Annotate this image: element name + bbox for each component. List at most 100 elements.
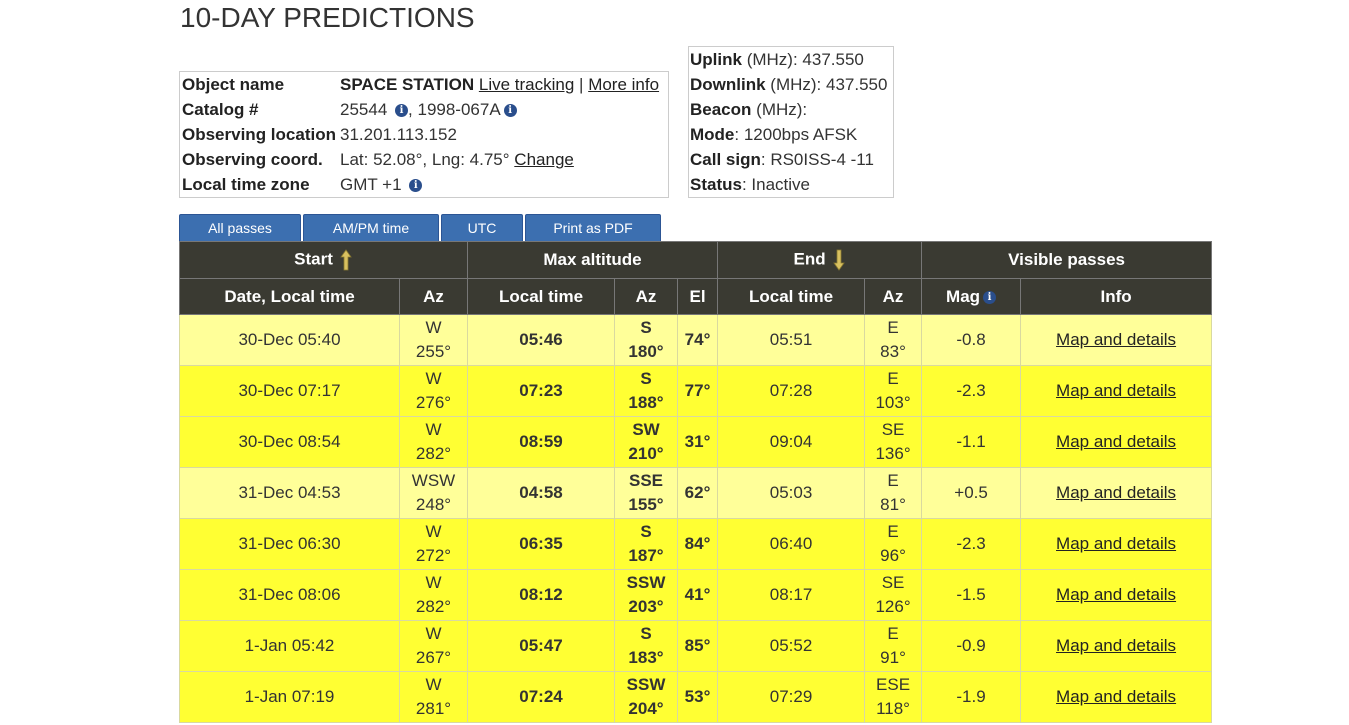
map-details-link[interactable]: Map and details [1056, 330, 1177, 349]
map-details-link[interactable]: Map and details [1056, 483, 1177, 502]
print-pdf-button[interactable]: Print as PDF [525, 214, 661, 242]
downlink-value: 437.550 [826, 75, 888, 94]
downlink-label: Downlink [690, 75, 766, 94]
max-direction: SSE [629, 471, 664, 490]
map-details-link[interactable]: Map and details [1056, 534, 1177, 553]
end-az: SE 126° [864, 569, 923, 621]
end-degrees: 91° [880, 648, 906, 667]
start-az: WSW 248° [398, 467, 469, 519]
object-info-box: Object name SPACE STATION Live tracking … [179, 71, 669, 198]
max-time: 05:47 [467, 620, 616, 672]
change-location-link[interactable]: Change [514, 150, 574, 169]
arrow-up-icon [340, 249, 352, 271]
start-datetime: 30-Dec 08:54 [179, 416, 400, 468]
live-tracking-link[interactable]: Live tracking [478, 75, 575, 94]
downlink-unit: (MHz): [770, 75, 822, 94]
max-direction: S [640, 522, 652, 541]
max-elevation: 85° [677, 620, 719, 672]
max-degrees: 203° [628, 597, 664, 616]
col-header-mag: Mag i [921, 278, 1022, 315]
max-degrees: 180° [628, 342, 664, 361]
page-title: 10-DAY PREDICTIONS [180, 2, 475, 33]
start-az: W 255° [398, 314, 469, 366]
start-degrees: 282° [415, 444, 452, 463]
end-direction: ESE [876, 675, 911, 694]
start-direction: W [425, 573, 442, 592]
map-details-link[interactable]: Map and details [1056, 636, 1177, 655]
end-time: 09:04 [717, 416, 866, 468]
col-header-info: Info [1020, 278, 1213, 315]
table-row: 30-Dec 07:17 W 276° 07:23 S 188° 77° 07:28 E 103°… [179, 365, 1213, 417]
max-az: S 183° [614, 620, 679, 672]
visible-passes-group-header: Visible passes [921, 241, 1213, 279]
uplink-label: Uplink [690, 50, 742, 69]
info-icon[interactable]: i [409, 179, 423, 193]
info-cell: Map and details [1020, 467, 1213, 519]
map-details-link[interactable]: Map and details [1056, 687, 1177, 706]
timezone-value: GMT +1 [340, 175, 402, 194]
end-direction: E [887, 318, 899, 337]
end-direction: SE [881, 573, 905, 592]
end-direction: SE [881, 420, 905, 439]
start-datetime: 31-Dec 06:30 [179, 518, 400, 570]
beacon-row: Beacon (MHz): [689, 97, 893, 122]
end-time: 05:03 [717, 467, 866, 519]
info-icon[interactable]: i [395, 104, 409, 118]
map-details-link[interactable]: Map and details [1056, 381, 1177, 400]
start-degrees: 272° [415, 546, 452, 565]
max-direction: SSW [626, 675, 666, 694]
start-datetime: 31-Dec 08:06 [179, 569, 400, 621]
end-az: E 103° [864, 365, 923, 417]
end-az: SE 136° [864, 416, 923, 468]
info-icon[interactable]: i [983, 290, 997, 304]
info-cell: Map and details [1020, 620, 1213, 672]
map-details-link[interactable]: Map and details [1056, 432, 1177, 451]
uplink-unit: (MHz): [746, 50, 798, 69]
end-az: E 81° [864, 467, 923, 519]
max-degrees: 210° [628, 444, 664, 463]
start-datetime: 30-Dec 07:17 [179, 365, 400, 417]
magnitude: -2.3 [921, 518, 1022, 570]
start-degrees: 267° [415, 648, 452, 667]
start-az: W 282° [398, 569, 469, 621]
table-row: 31-Dec 06:30 W 272° 06:35 S 187° 84° 06:40 E 96° -… [179, 518, 1213, 570]
status-value: Inactive [751, 175, 811, 194]
max-az: SSW 203° [614, 569, 679, 621]
mode-label: Mode [690, 125, 735, 144]
uplink-row: Uplink (MHz): 437.550 [689, 47, 893, 72]
info-cell: Map and details [1020, 365, 1213, 417]
info-icon[interactable]: i [503, 104, 517, 118]
start-datetime: 1-Jan 07:19 [179, 671, 400, 723]
passes-table: Start Max altitude End Visible passes Da… [178, 241, 1213, 723]
ampm-time-button[interactable]: AM/PM time [303, 214, 439, 242]
end-az: E 96° [864, 518, 923, 570]
col-header-el: El [677, 278, 719, 315]
start-degrees: 248° [415, 495, 452, 514]
max-elevation: 74° [677, 314, 719, 366]
start-az: W 272° [398, 518, 469, 570]
start-direction: W [425, 675, 442, 694]
start-datetime: 1-Jan 05:42 [179, 620, 400, 672]
magnitude: -1.1 [921, 416, 1022, 468]
magnitude: -1.5 [921, 569, 1022, 621]
status-row: Status: Inactive [690, 175, 811, 194]
table-row: 31-Dec 08:06 W 282° 08:12 SSW 203° 41° 08:17 SE 1… [179, 569, 1213, 621]
max-az: SSE 155° [614, 467, 679, 519]
utc-button[interactable]: UTC [441, 214, 523, 242]
uplink-value: 437.550 [802, 50, 864, 69]
max-degrees: 204° [628, 699, 664, 718]
map-details-link[interactable]: Map and details [1056, 585, 1177, 604]
col-header-end-time: Local time [717, 278, 866, 315]
table-row: 31-Dec 04:53 WSW 248° 04:58 SSE 155° 62° 05:03 E… [179, 467, 1213, 519]
more-info-link[interactable]: More info [588, 75, 660, 94]
intl-designator: 1998-067A [417, 100, 501, 119]
col-header-end-az: Az [864, 278, 923, 315]
magnitude: -0.9 [921, 620, 1022, 672]
location-row: Observing location 31.201.113.152 [180, 122, 668, 147]
max-time: 08:59 [467, 416, 616, 468]
end-time: 08:17 [717, 569, 866, 621]
start-degrees: 281° [415, 699, 452, 718]
max-elevation: 41° [677, 569, 719, 621]
all-passes-button[interactable]: All passes [179, 214, 301, 242]
coord-value: Lat: 52.08°, Lng: 4.75° [340, 150, 510, 169]
